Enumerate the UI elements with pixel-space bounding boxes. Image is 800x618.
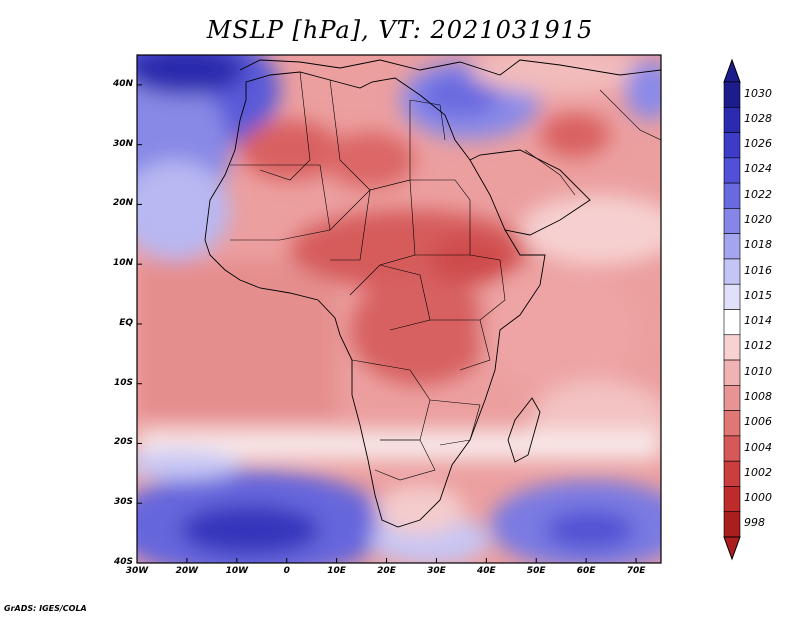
colorbar-level-label: 1026 [744, 137, 772, 151]
africa-coastline [204, 71, 546, 528]
pressure-field [137, 55, 661, 563]
map-title: MSLP [hPa], VT: 2021031915 [206, 16, 594, 44]
colorbar-swatch [723, 132, 741, 159]
lon-tick-label: 20E [377, 566, 396, 576]
colorbar-level-label: 1030 [744, 86, 772, 100]
colorbar-level-label: 1016 [744, 263, 772, 277]
madagascar-outline [507, 397, 541, 463]
lat-tick-label: 10N [112, 258, 133, 269]
colorbar-level-label: 1000 [744, 491, 772, 505]
lon-tick-label: 0 [283, 566, 290, 576]
lat-tick-label: 20S [113, 437, 133, 448]
lon-tick-label: 10W [225, 566, 249, 576]
lon-tick-label: 20W [175, 566, 199, 576]
lat-tick-label: EQ [119, 317, 133, 328]
lon-tick-label: 30E [427, 566, 446, 576]
lon-tick-label: 30W [125, 566, 149, 576]
lat-tick-label: 30S [113, 497, 133, 508]
lon-tick-label: 10E [327, 566, 346, 576]
country-borders [230, 71, 661, 481]
lon-tick-label: 50E [526, 566, 546, 576]
colorbar-swatch [723, 334, 741, 361]
colorbar-swatch [723, 283, 741, 310]
colorbar-level-label: 1004 [744, 440, 772, 454]
lat-tick-label: 30N [112, 138, 133, 149]
colorbar-swatch [723, 435, 741, 462]
axis-ticks [136, 84, 637, 564]
europe-coastline [239, 59, 661, 76]
lon-tick-label: 40E [476, 566, 496, 576]
colorbar-level-label: 1010 [744, 364, 772, 378]
colorbar-swatch [723, 460, 741, 487]
colorbar-swatch [723, 511, 741, 538]
colorbar-level-label: 1018 [744, 238, 772, 252]
plot-frame [136, 54, 662, 564]
colorbar-swatch [723, 233, 741, 260]
colorbar-level-label: 1022 [744, 187, 772, 201]
footer-credit: GrADS: IGES/COLA [4, 604, 87, 613]
colorbar-arrow-bottom [723, 536, 741, 561]
colorbar-level-label: 998 [744, 516, 765, 530]
colorbar-level-label: 1008 [744, 389, 772, 403]
colorbar-swatch [723, 258, 741, 285]
colorbar-level-label: 1002 [744, 465, 772, 479]
colorbar-level-label: 1024 [744, 162, 772, 176]
colorbar-swatch [723, 359, 741, 386]
colorbar-level-label: 1015 [744, 288, 772, 302]
colorbar-swatch [723, 486, 741, 513]
colorbar-level-label: 1028 [744, 111, 772, 125]
colorbar-swatch [723, 208, 741, 234]
colorbar-swatch [723, 157, 741, 184]
lat-tick-label: 10S [113, 377, 133, 388]
colorbar-swatch [723, 81, 741, 108]
lon-tick-label: 60E [576, 566, 596, 576]
lat-tick-label: 40N [112, 78, 133, 89]
colorbar-swatch [723, 410, 741, 437]
colorbar-level-label: 1014 [744, 314, 772, 328]
arabia-coastline [469, 149, 591, 236]
colorbar-level-label: 1012 [744, 339, 772, 353]
colorbar-level-label: 1006 [744, 415, 772, 429]
colorbar-swatch [723, 385, 741, 411]
colorbar-level-label: 1020 [744, 213, 772, 227]
colorbar-swatch [723, 309, 741, 336]
lon-tick-label: 70E [626, 566, 646, 576]
colorbar-swatch [723, 182, 741, 209]
colorbar [723, 58, 741, 561]
lat-tick-label: 20N [112, 198, 133, 209]
colorbar-swatch [723, 106, 741, 133]
colorbar-arrow-top [723, 58, 741, 83]
lat-tick-label: 40S [113, 557, 133, 567]
